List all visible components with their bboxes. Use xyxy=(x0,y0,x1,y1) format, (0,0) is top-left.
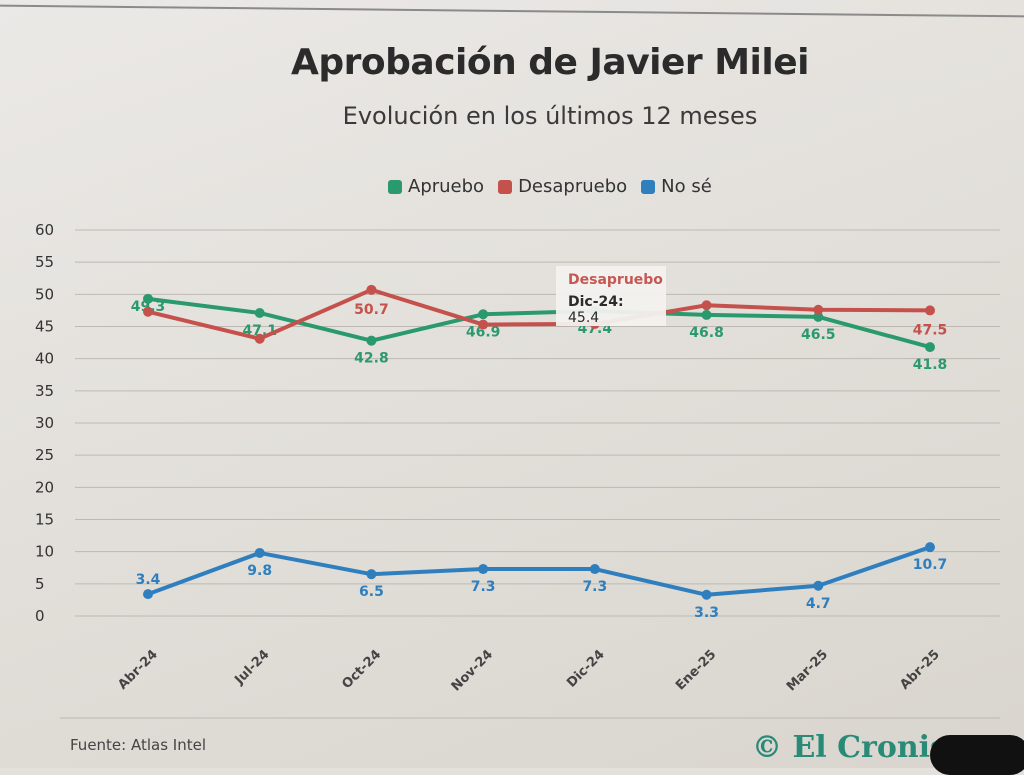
data-point xyxy=(478,319,489,330)
y-tick-label: 55 xyxy=(35,253,54,271)
data-label: 4.7 xyxy=(806,596,831,612)
data-point xyxy=(925,305,935,316)
data-point xyxy=(254,333,265,344)
data-point xyxy=(143,306,153,317)
legend-label: Apruebo xyxy=(408,176,485,197)
y-tick-label: 60 xyxy=(35,221,54,239)
legend: Apruebo Desapruebo No sé xyxy=(388,176,712,197)
data-label: 46.8 xyxy=(689,325,724,341)
y-tick-label: 20 xyxy=(35,478,54,496)
data-point xyxy=(813,580,824,591)
legend-swatch xyxy=(641,179,656,194)
source-note: Fuente: Atlas Intel xyxy=(70,736,207,754)
data-label: 10.7 xyxy=(913,557,948,573)
data-label: 9.8 xyxy=(247,563,272,579)
y-tick-label: 5 xyxy=(35,575,45,593)
data-point xyxy=(478,564,489,575)
legend-label: Desapruebo xyxy=(518,176,628,197)
y-tick-label: 25 xyxy=(35,446,54,464)
data-point xyxy=(478,309,489,320)
y-tick-label: 45 xyxy=(35,318,54,336)
data-point xyxy=(143,589,153,600)
tooltip-series: Desapruebo xyxy=(568,272,663,288)
y-tick-label: 30 xyxy=(35,414,54,432)
x-tick-label: Abr-24 xyxy=(115,647,160,692)
x-tick-label: Mar-25 xyxy=(784,647,831,694)
data-point xyxy=(143,293,153,304)
finger-occlusion xyxy=(930,735,1024,775)
data-point xyxy=(925,342,935,353)
legend-item-apruebo[interactable]: Apruebo xyxy=(388,176,484,197)
tooltip: Desapruebo Dic-24: 45.4 xyxy=(556,266,666,326)
data-label: 7.3 xyxy=(471,579,496,595)
data-label: 6.5 xyxy=(359,584,384,600)
chart-title: Aprobación de Javier Milei xyxy=(291,42,809,83)
legend-item-desapruebo[interactable]: Desapruebo xyxy=(498,176,627,197)
data-point xyxy=(701,589,712,600)
x-tick-label: Nov-24 xyxy=(449,647,496,694)
y-tick-label: 0 xyxy=(35,607,45,625)
y-tick-label: 10 xyxy=(35,543,54,561)
chart-subtitle: Evolución en los últimos 12 meses xyxy=(342,102,758,130)
data-point xyxy=(701,309,712,320)
tooltip-value: 45.4 xyxy=(568,310,600,326)
series-line-apruebo xyxy=(147,296,931,350)
x-tick-label: Dic-24 xyxy=(564,647,607,690)
data-label: 3.3 xyxy=(694,605,719,621)
legend-swatch xyxy=(388,179,402,194)
data-label: 7.3 xyxy=(582,579,607,595)
y-tick-label: 15 xyxy=(35,511,54,529)
x-tick-label: Jul-24 xyxy=(231,647,272,688)
data-point xyxy=(366,569,377,580)
series-line-desapruebo xyxy=(147,287,931,341)
data-point xyxy=(254,307,265,318)
data-label: 50.7 xyxy=(354,302,389,318)
y-tick-label: 35 xyxy=(35,382,54,400)
data-point xyxy=(813,311,824,322)
legend-item-nose[interactable]: No sé xyxy=(641,176,712,197)
data-point xyxy=(254,547,265,558)
data-label: 46.5 xyxy=(801,327,836,343)
legend-label: No sé xyxy=(661,176,712,197)
data-label: 46.9 xyxy=(466,324,501,340)
x-tick-label: Abr-25 xyxy=(897,647,942,692)
data-point xyxy=(589,564,600,575)
y-tick-label: 40 xyxy=(35,350,54,368)
data-point xyxy=(701,300,712,311)
x-tick-label: Oct-24 xyxy=(339,647,384,692)
y-tick-label: 50 xyxy=(35,285,54,303)
data-label: 47.5 xyxy=(913,322,948,338)
data-label: 3.4 xyxy=(136,572,161,588)
data-point xyxy=(366,284,377,295)
x-tick-label: Ene-25 xyxy=(673,647,719,693)
series-line-no-s- xyxy=(147,545,931,597)
data-point xyxy=(813,304,824,315)
legend-swatch xyxy=(498,179,513,194)
tooltip-category: Dic-24: xyxy=(568,294,624,310)
data-point xyxy=(366,335,377,346)
data-label: 42.8 xyxy=(354,351,389,367)
data-point xyxy=(925,542,935,553)
data-label: 41.8 xyxy=(913,357,948,373)
